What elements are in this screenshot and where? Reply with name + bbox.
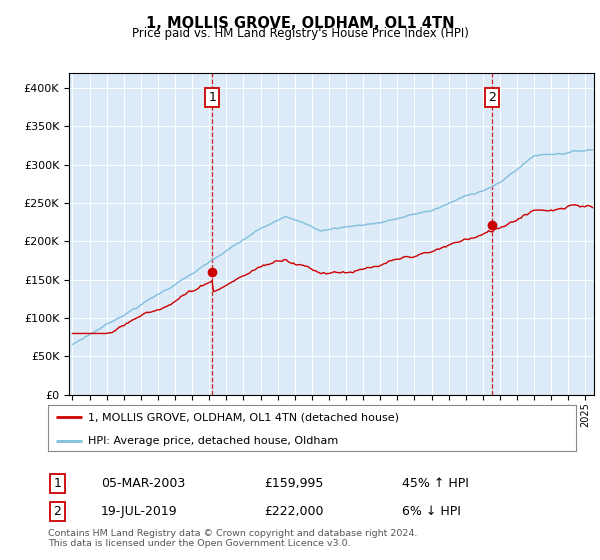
Text: Price paid vs. HM Land Registry's House Price Index (HPI): Price paid vs. HM Land Registry's House …: [131, 27, 469, 40]
Text: £159,995: £159,995: [265, 477, 324, 490]
Text: 2: 2: [53, 505, 61, 518]
Text: 45% ↑ HPI: 45% ↑ HPI: [402, 477, 469, 490]
Text: 05-MAR-2003: 05-MAR-2003: [101, 477, 185, 490]
Text: 1: 1: [53, 477, 61, 490]
Text: 6% ↓ HPI: 6% ↓ HPI: [402, 505, 461, 518]
Text: 1, MOLLIS GROVE, OLDHAM, OL1 4TN: 1, MOLLIS GROVE, OLDHAM, OL1 4TN: [146, 16, 454, 31]
Text: HPI: Average price, detached house, Oldham: HPI: Average price, detached house, Oldh…: [88, 436, 338, 446]
Text: 2: 2: [488, 91, 496, 104]
Text: £222,000: £222,000: [265, 505, 324, 518]
Text: 1: 1: [208, 91, 216, 104]
Text: 1, MOLLIS GROVE, OLDHAM, OL1 4TN (detached house): 1, MOLLIS GROVE, OLDHAM, OL1 4TN (detach…: [88, 412, 398, 422]
Text: 19-JUL-2019: 19-JUL-2019: [101, 505, 178, 518]
Text: Contains HM Land Registry data © Crown copyright and database right 2024.
This d: Contains HM Land Registry data © Crown c…: [48, 529, 418, 548]
